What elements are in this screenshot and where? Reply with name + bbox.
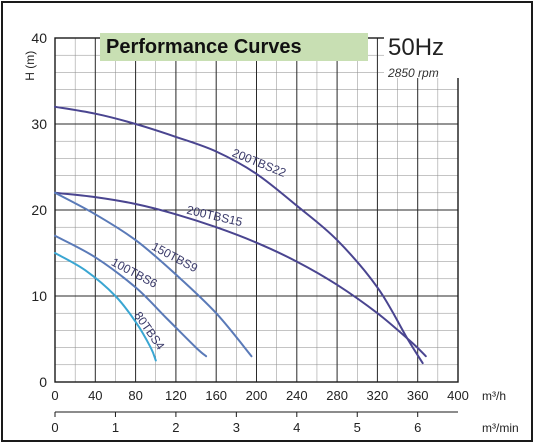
x2-tick-label: 4 (293, 420, 300, 435)
series-lines (54, 105, 427, 365)
curve-200TBS22 (54, 105, 424, 365)
x2-tick-label: 1 (112, 420, 119, 435)
curve-200TBS15 (54, 191, 427, 358)
chart-title-box: Performance Curves (100, 33, 368, 61)
frequency-label: 50Hz (388, 34, 445, 61)
x-tick-label: 360 (407, 388, 429, 403)
y-axis-label: H (m) (23, 51, 37, 81)
x2-unit-label: m³/min (482, 421, 519, 435)
x-tick-label: 240 (286, 388, 308, 403)
x-unit-label: m³/h (482, 389, 506, 403)
curve-label-200TBS15: 200TBS15 (185, 203, 244, 229)
grid (54, 37, 459, 383)
x-tick-label: 160 (205, 388, 227, 403)
x2-tick-label: 3 (233, 420, 240, 435)
x-tick-label: 120 (165, 388, 187, 403)
curve-80TBS4 (54, 252, 157, 362)
x2-tick-label: 0 (51, 420, 58, 435)
y-tick-label: 0 (39, 374, 47, 390)
x2-tick-label: 6 (414, 420, 421, 435)
curve-150TBS9 (54, 191, 253, 358)
y-tick-label: 30 (31, 116, 47, 132)
x-tick-label: 320 (367, 388, 389, 403)
frequency-box: 50Hz 2850 rpm (384, 30, 470, 80)
y-tick-label: 20 (31, 202, 47, 218)
x-tick-label: 40 (88, 388, 102, 403)
x-tick-label: 0 (51, 388, 58, 403)
x-tick-label: 280 (326, 388, 348, 403)
speed-label: 2850 rpm (388, 66, 439, 80)
curve-100TBS6 (54, 234, 208, 358)
y-tick-label: 40 (31, 30, 47, 46)
x-tick-label: 200 (246, 388, 268, 403)
x-tick-label: 400 (447, 388, 469, 403)
y-tick-label: 10 (31, 288, 47, 304)
x-tick-label: 80 (128, 388, 142, 403)
chart-title: Performance Curves (106, 35, 302, 58)
x2-tick-label: 2 (172, 420, 179, 435)
x2-tick-label: 5 (354, 420, 361, 435)
